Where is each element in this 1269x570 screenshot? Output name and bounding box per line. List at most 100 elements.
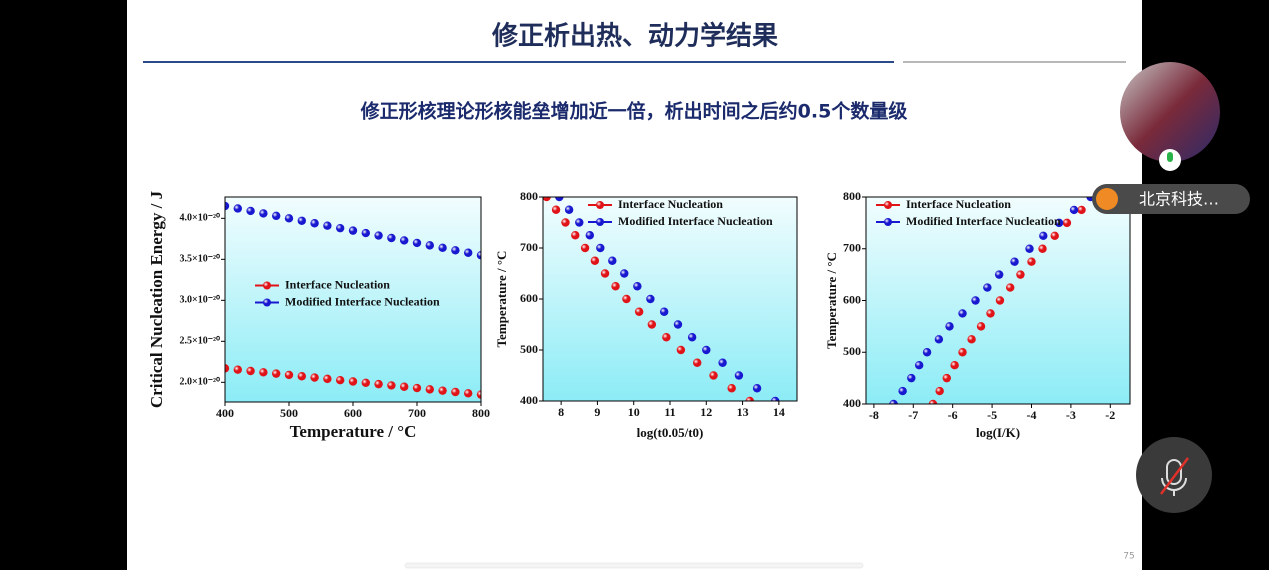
data-point xyxy=(246,366,255,376)
x-tick-label: 8 xyxy=(558,405,564,419)
data-point xyxy=(662,333,671,342)
data-point xyxy=(958,348,967,357)
data-point xyxy=(272,369,281,378)
data-point xyxy=(1054,218,1064,228)
data-point xyxy=(412,383,422,393)
plot-frame xyxy=(542,196,798,402)
data-point xyxy=(693,358,702,367)
data-point xyxy=(718,358,727,367)
chart: -8 -7 -6 -5 -4 -3 -2 400 500 600 700 800 Interface N… xyxy=(824,189,1131,440)
y-tick-label: 500 xyxy=(843,344,861,358)
data-point xyxy=(284,370,294,380)
data-point xyxy=(907,373,916,383)
data-point xyxy=(889,399,898,404)
data-point xyxy=(323,374,332,384)
y-tick-label: 700 xyxy=(520,240,538,254)
x-tick-label: 700 xyxy=(408,406,426,420)
y-tick-label: 2.5×10⁻²⁰ xyxy=(180,336,220,347)
data-point xyxy=(1027,257,1036,266)
charts: 400 500 600 700 800 2.0×10⁻²⁰ 2.5×10⁻²⁰ 3.0×10⁻… xyxy=(147,189,1131,441)
chart: 8 9 10 11 12 13 14 400 500 600 700 800 Interface Nuc… xyxy=(494,189,798,440)
data-point xyxy=(1010,257,1019,266)
data-point xyxy=(922,348,932,357)
data-point xyxy=(555,197,564,202)
data-point xyxy=(310,373,319,382)
mic-glyph xyxy=(1166,459,1182,485)
y-tick-label: 700 xyxy=(843,241,861,255)
data-point xyxy=(898,386,907,396)
legend-marker xyxy=(884,218,892,226)
y-tick-label: 800 xyxy=(520,189,538,203)
data-point xyxy=(647,320,657,329)
data-point xyxy=(438,386,447,395)
title-rule-gray xyxy=(903,61,1126,63)
data-point xyxy=(659,307,669,316)
data-point xyxy=(673,320,683,329)
series-group xyxy=(889,197,1101,404)
data-point xyxy=(611,282,620,291)
data-point xyxy=(1016,270,1025,279)
data-point xyxy=(425,385,434,394)
y-tick-label: 500 xyxy=(520,342,538,356)
data-point xyxy=(676,345,686,355)
legend-label: Modified Interface Nucleation xyxy=(618,214,773,228)
data-point xyxy=(225,364,230,373)
data-point xyxy=(400,382,409,391)
legend-marker xyxy=(263,298,271,307)
data-point xyxy=(646,294,655,304)
data-point xyxy=(1025,244,1034,253)
mic-icon xyxy=(1167,152,1173,162)
series-group xyxy=(225,201,481,399)
x-tick-label: -7 xyxy=(908,408,918,422)
x-tick-label: 600 xyxy=(344,406,362,420)
legend-marker xyxy=(884,201,892,209)
plot-area xyxy=(543,197,797,401)
title-rule xyxy=(143,61,894,63)
data-point xyxy=(246,206,255,216)
data-point xyxy=(942,373,951,383)
data-point xyxy=(297,372,306,381)
data-point xyxy=(233,365,242,374)
mute-slash xyxy=(1160,457,1189,495)
x-tick-label: 11 xyxy=(664,405,675,419)
data-point xyxy=(1038,244,1047,253)
data-point xyxy=(361,228,370,238)
x-tick-label: -8 xyxy=(869,408,879,422)
data-point xyxy=(1062,218,1072,228)
data-point xyxy=(745,396,755,401)
data-point xyxy=(585,231,595,240)
page-number: 75 xyxy=(1123,552,1134,562)
y-tick-label: 3.5×10⁻²⁰ xyxy=(180,254,220,265)
data-point xyxy=(967,335,976,344)
x-tick-label: 800 xyxy=(472,406,490,420)
participant-avatar xyxy=(1120,62,1220,162)
data-point xyxy=(620,269,629,278)
y-tick-label: 400 xyxy=(520,393,538,407)
name-pill[interactable] xyxy=(1092,184,1250,214)
data-point xyxy=(702,345,711,355)
plot-frame xyxy=(865,196,1131,405)
y-tick-label: 3.0×10⁻²⁰ xyxy=(180,295,220,306)
data-point xyxy=(752,384,762,393)
data-point xyxy=(1050,231,1059,241)
data-point xyxy=(983,283,992,292)
name-icon xyxy=(1096,188,1118,210)
participant-name: 北京科技… xyxy=(1139,190,1219,209)
y-tick-label: 600 xyxy=(843,292,861,306)
x-tick-label: 13 xyxy=(737,405,749,419)
x-tick-label: 14 xyxy=(773,405,785,419)
data-point xyxy=(914,360,924,370)
data-point xyxy=(571,231,580,240)
legend-marker xyxy=(263,281,271,290)
data-point xyxy=(971,296,980,305)
x-tick-label: 10 xyxy=(628,405,640,419)
data-point xyxy=(323,221,332,230)
data-point xyxy=(1006,283,1015,292)
data-point xyxy=(438,243,447,253)
data-point xyxy=(476,390,481,399)
data-point xyxy=(1039,231,1048,241)
data-point xyxy=(590,256,600,265)
y-tick-label: 2.0×10⁻²⁰ xyxy=(180,377,220,388)
legend-marker xyxy=(596,218,604,226)
data-point xyxy=(608,256,617,265)
